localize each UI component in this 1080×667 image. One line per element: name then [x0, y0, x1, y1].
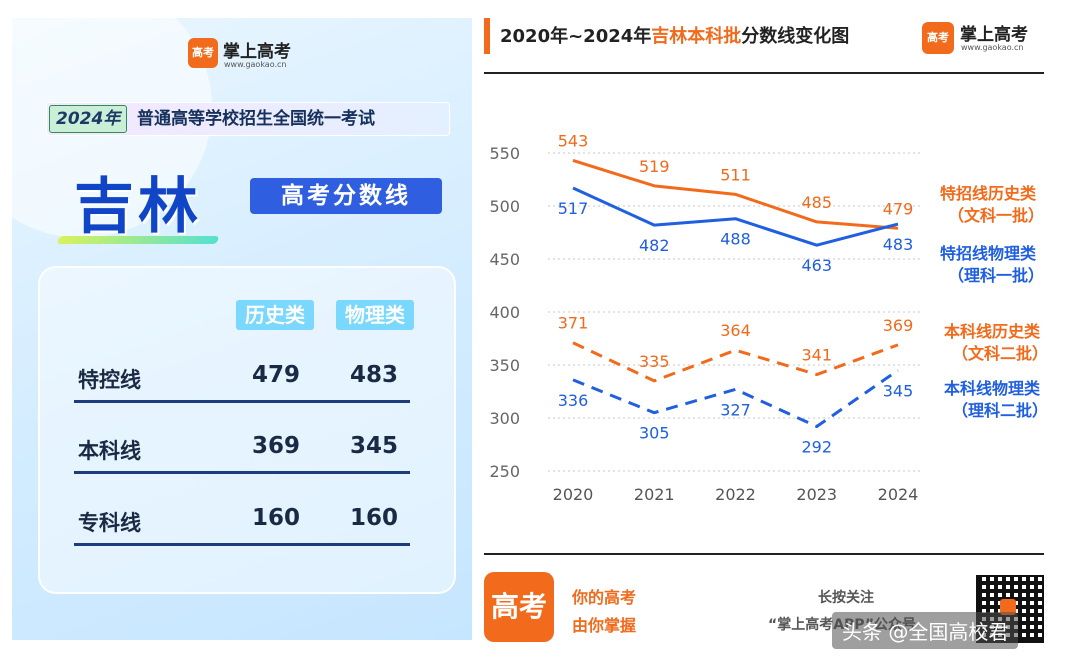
legend-item: 特招线物理类 （理科一批） [940, 243, 1044, 287]
brand-url: www.gaokao.cn [224, 60, 287, 69]
row-value-history: 479 [251, 362, 300, 388]
x-tick-label: 2023 [796, 485, 837, 504]
chart-title: 2020年~2024年吉林本科批分数线变化图 [500, 22, 849, 48]
title-highlight: 吉林本科批 [651, 26, 742, 47]
data-label: 488 [720, 230, 751, 249]
series-line [572, 158, 899, 230]
follow-line-1: 长按关注 [818, 590, 874, 606]
data-label: 543 [558, 131, 589, 150]
series-line [572, 186, 899, 247]
data-label: 341 [801, 346, 832, 365]
legend-label: 本科线物理类 [944, 379, 1041, 398]
row-divider [74, 543, 410, 546]
x-tick-label: 2020 [553, 485, 594, 504]
data-label: 463 [801, 256, 832, 275]
data-label: 345 [883, 381, 914, 400]
data-label: 364 [720, 321, 751, 340]
y-tick-label: 400 [489, 303, 520, 322]
data-label: 485 [801, 193, 832, 212]
slogan-line-1: 你的高考 [572, 588, 637, 607]
row-value-physics: 160 [349, 505, 398, 531]
y-tick-label: 300 [489, 409, 520, 428]
exam-name: 普通高等学校招生全国统一考试 [137, 109, 375, 129]
data-label: 305 [639, 424, 670, 443]
legend-sublabel: （理科二批） [952, 401, 1049, 420]
data-label: 292 [801, 437, 832, 456]
row-divider [74, 471, 410, 474]
row-label-zhuanke: 专科线 [78, 511, 141, 535]
data-label: 479 [883, 199, 914, 218]
data-label: 519 [639, 157, 670, 176]
series-line [572, 341, 899, 383]
data-label: 371 [558, 314, 589, 333]
highlight-underline [56, 236, 220, 244]
data-label: 369 [883, 316, 914, 335]
gaokao-logo-icon: 高考 [922, 22, 954, 54]
legend-item: 本科线历史类 （文科二批） [944, 321, 1048, 365]
brand-url: www.gaokao.cn [961, 43, 1024, 52]
legend-label: 本科线历史类 [944, 322, 1041, 341]
data-label: 483 [883, 235, 914, 254]
exam-year: 2024年 [49, 105, 128, 133]
column-header-physics: 物理类 [336, 300, 414, 330]
slogan-line-2: 由你掌握 [572, 616, 637, 635]
exam-banner: 2024年 普通高等学校招生全国统一考试 [46, 102, 450, 136]
brand-name: 掌上高考 [223, 42, 291, 62]
data-label: 335 [639, 352, 670, 371]
qr-center-logo-icon [1000, 599, 1016, 615]
y-tick-label: 350 [489, 356, 520, 375]
footer-rule [484, 553, 1044, 555]
title-prefix: 2020年~2024年 [500, 26, 652, 47]
score-line-badge: 高考分数线 [250, 178, 442, 214]
data-label: 511 [720, 165, 751, 184]
legend-label: 特招线物理类 [940, 244, 1037, 263]
x-tick-label: 2022 [715, 485, 756, 504]
x-tick-label: 2024 [878, 485, 919, 504]
legend-label: 特招线历史类 [940, 184, 1037, 203]
gaokao-app-logo-icon: 高考 [484, 572, 554, 642]
y-tick-label: 250 [489, 462, 520, 481]
header-rule [484, 72, 1044, 74]
data-label: 482 [639, 236, 670, 255]
y-tick-label: 500 [489, 197, 520, 216]
column-header-history: 历史类 [236, 300, 314, 330]
row-label-tekong: 特控线 [78, 368, 141, 392]
province-title: 吉林 [74, 172, 202, 242]
y-tick-label: 450 [489, 250, 520, 269]
y-tick-label: 550 [489, 144, 520, 163]
row-label-benke: 本科线 [78, 439, 141, 463]
score-poster: 高考 掌上高考 www.gaokao.cn 2024年 普通高等学校招生全国统一… [12, 18, 472, 640]
x-tick-label: 2021 [634, 485, 675, 504]
score-line-chart: 550 500 450 400 350 300 250 2020 2021 2022 2023 202… [489, 131, 923, 504]
legend-sublabel: （理科一批） [948, 266, 1045, 285]
legend-sublabel: （文科二批） [952, 344, 1049, 363]
legend-item: 特招线历史类 （文科一批） [940, 183, 1044, 227]
row-value-physics: 345 [349, 433, 398, 459]
title-suffix: 分数线变化图 [741, 26, 850, 47]
data-label: 327 [720, 400, 751, 419]
data-label: 336 [558, 391, 589, 410]
source-credit: 头条 @全国高校君 [832, 612, 1019, 649]
gaokao-logo-icon: 高考 [188, 38, 218, 68]
row-value-history: 369 [251, 433, 300, 459]
legend-item: 本科线物理类 （理科二批） [944, 378, 1048, 422]
data-label: 517 [558, 199, 589, 218]
row-value-history: 160 [251, 505, 300, 531]
legend-sublabel: （文科一批） [948, 206, 1045, 225]
row-divider [74, 400, 410, 403]
brand-name: 掌上高考 [960, 25, 1028, 45]
row-value-physics: 483 [349, 362, 398, 388]
title-accent-bar [484, 18, 490, 54]
